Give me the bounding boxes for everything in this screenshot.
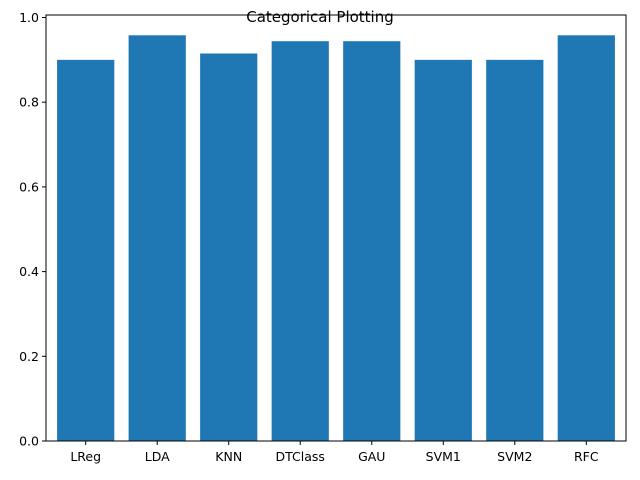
- x-tick-label: GAU: [358, 449, 385, 464]
- x-tick-label: SVM2: [497, 449, 532, 464]
- y-tick-label: 0.6: [19, 179, 39, 194]
- bar-lda: [128, 35, 186, 442]
- y-tick-label: 0.8: [19, 95, 39, 110]
- y-tick-label: 0.2: [19, 349, 39, 364]
- bar-knn: [200, 53, 258, 441]
- y-tick-label: 0.4: [19, 264, 39, 279]
- x-tick-label: SVM1: [426, 449, 461, 464]
- y-axis-ticks: 0.0 0.2 0.4 0.6 0.8 1.0: [19, 10, 46, 449]
- bar-dtclass: [271, 41, 329, 442]
- x-tick-label: DTClass: [276, 449, 325, 464]
- plot-area-frame: [45, 14, 627, 442]
- bar-svm2: [486, 59, 544, 442]
- y-tick-label: 0.0: [19, 434, 39, 449]
- y-tick-label: 1.0: [19, 10, 39, 25]
- bar-lreg: [57, 59, 115, 442]
- bar-rfc: [557, 35, 615, 442]
- x-axis-ticks: LReg LDA KNN DTClass GAU SVM1 SVM2 RFC: [70, 441, 599, 464]
- bar-gau: [343, 41, 401, 442]
- bar-svm1: [414, 59, 472, 442]
- x-tick-label: RFC: [574, 449, 599, 464]
- x-tick-label: LDA: [145, 449, 170, 464]
- bars-group: [57, 35, 615, 442]
- x-tick-label: KNN: [215, 449, 242, 464]
- chart-title: Categorical Plotting: [246, 8, 394, 26]
- x-tick-label: LReg: [70, 449, 101, 464]
